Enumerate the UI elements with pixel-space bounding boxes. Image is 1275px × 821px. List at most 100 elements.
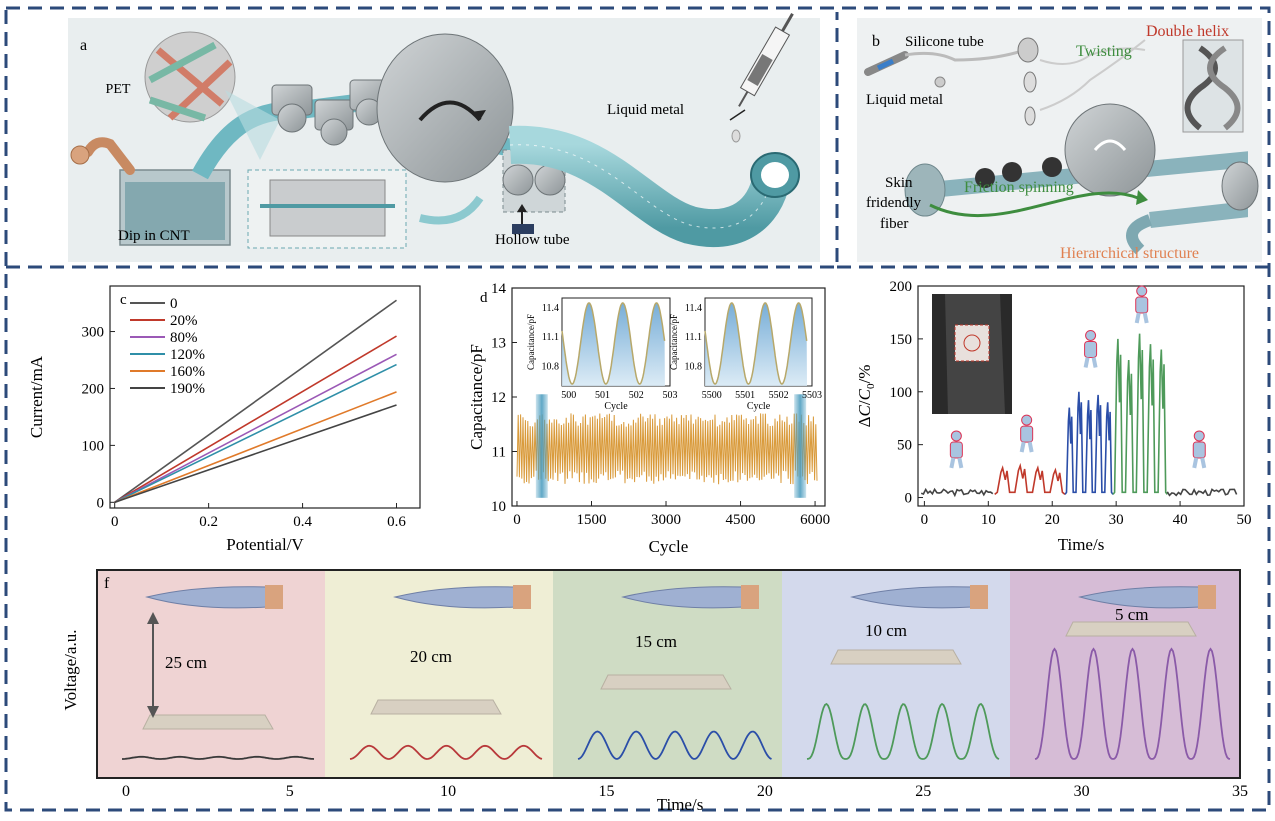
wrist bbox=[970, 585, 988, 609]
fabric-patch bbox=[600, 674, 732, 690]
y-tick-label: 11 bbox=[492, 445, 506, 461]
y-tick-label: 0 bbox=[905, 491, 913, 507]
label-pet: PET bbox=[106, 82, 131, 97]
label-liquid-metal-b: Liquid metal bbox=[866, 92, 943, 108]
person-motion-icon bbox=[1134, 285, 1149, 324]
legend-label: 190% bbox=[170, 381, 205, 397]
y-tick-label: 10 bbox=[491, 499, 506, 515]
x-tick-label: 3000 bbox=[651, 512, 681, 528]
x-tick-label: 15 bbox=[598, 783, 614, 800]
inset-arrow-icon bbox=[419, 195, 484, 225]
inset-x-tick-label: 5500 bbox=[702, 390, 722, 401]
wrist bbox=[741, 585, 759, 609]
x-axis-label: Potential/V bbox=[226, 535, 304, 554]
distance-label: 15 cm bbox=[635, 632, 677, 651]
label-liquid-metal-a: Liquid metal bbox=[607, 102, 684, 118]
distance-segment-3: 15 cm bbox=[553, 570, 782, 778]
panel-b-illustration: b Silicone tube Double helix Twisting Li… bbox=[857, 18, 1262, 262]
y-tick-label: 200 bbox=[890, 279, 913, 295]
panel-f-letter: f bbox=[104, 575, 110, 592]
label-dip-in-cnt: Dip in CNT bbox=[118, 228, 190, 244]
y-tick-label: 0 bbox=[97, 495, 105, 511]
x-tick-label: 20 bbox=[757, 783, 773, 800]
panel-d-letter: d bbox=[480, 290, 488, 306]
label-skin-2: fridendly bbox=[866, 195, 921, 211]
label-silicone-tube: Silicone tube bbox=[905, 34, 984, 50]
chart-c: c 0 0.2 0.4 0.6 0 100 200 300 Potential/V Current… bbox=[27, 285, 421, 554]
x-axis-label: Cycle bbox=[649, 537, 689, 556]
inset-chart-1: 500 501 502 503 10.8 11.1 11.4 Cycle Capacitance… bbox=[526, 297, 678, 412]
x-tick-label: 10 bbox=[981, 512, 996, 528]
label-skin-1: Skin bbox=[885, 175, 913, 191]
y-tick-label: 12 bbox=[491, 390, 506, 406]
series-line-2 bbox=[114, 353, 397, 504]
panel-c-letter: c bbox=[120, 292, 127, 308]
spinning-drum bbox=[376, 33, 514, 183]
x-tick-label: 6000 bbox=[800, 512, 830, 528]
distance-label: 10 cm bbox=[865, 621, 907, 640]
pet-roll bbox=[83, 137, 135, 175]
distance-label: 20 cm bbox=[410, 647, 452, 666]
person-motion-icon bbox=[949, 430, 964, 469]
inset-y-tick-label: 11.1 bbox=[685, 332, 702, 343]
outer-frame bbox=[4, 6, 1271, 812]
distance-label: 5 cm bbox=[1115, 605, 1149, 624]
chart-d: d 0 1500 3000 4500 6000 10 11 12 13 14 Cycle Capaci… bbox=[467, 281, 830, 556]
series-line-1 bbox=[114, 335, 397, 503]
label-friction-spinning: Friction spinning bbox=[964, 179, 1074, 196]
series-line-0 bbox=[114, 299, 397, 503]
legend-label: 80% bbox=[170, 330, 198, 346]
voltage-waveform bbox=[349, 744, 543, 760]
inset-y-tick-label: 11.4 bbox=[685, 303, 702, 314]
wrist bbox=[1198, 585, 1216, 609]
inset-x-label: Cycle bbox=[747, 401, 771, 412]
inset-x-tick-label: 502 bbox=[629, 390, 644, 401]
wrist bbox=[513, 585, 531, 609]
y-axis-label: ΔC/C0/% bbox=[855, 365, 877, 428]
x-tick-label: 4500 bbox=[726, 512, 756, 528]
label-skin-3: fiber bbox=[880, 216, 908, 232]
inset-x-tick-label: 503 bbox=[663, 390, 678, 401]
inset-y-tick-label: 10.8 bbox=[685, 361, 703, 372]
series-line-5 bbox=[114, 404, 397, 504]
x-tick-label: 10 bbox=[440, 783, 456, 800]
panel-a-frame bbox=[6, 12, 839, 269]
fabric-patch bbox=[370, 699, 502, 715]
y-tick-label: 100 bbox=[82, 438, 105, 454]
response-segment-0 bbox=[920, 487, 994, 498]
y-axis-label: Voltage/a.u. bbox=[61, 630, 80, 711]
inset-x-label: Cycle bbox=[604, 401, 628, 412]
person-motion-icon bbox=[1083, 329, 1098, 368]
x-tick-label: 0 bbox=[122, 783, 130, 800]
syringe-b-icon bbox=[864, 51, 909, 76]
capacitance-trace bbox=[516, 413, 818, 485]
distance-label: 25 cm bbox=[165, 653, 207, 672]
chart-f: 25 cm 20 cm 15 cm 10 cm 5 cm f 0 5 10 15 20 25 30 35 T… bbox=[61, 569, 1248, 814]
voltage-waveform bbox=[806, 702, 1000, 760]
distance-segment-4: 10 cm bbox=[782, 570, 1010, 778]
distance-segment-5: 5 cm bbox=[1010, 570, 1240, 778]
highlight-strip bbox=[535, 394, 548, 498]
series-line-3 bbox=[114, 363, 397, 504]
axes-frame bbox=[96, 569, 1241, 779]
inset-trace bbox=[704, 302, 808, 385]
inset-fill bbox=[562, 302, 665, 386]
response-segment-1 bbox=[994, 462, 1066, 496]
x-tick-label: 0 bbox=[513, 512, 521, 528]
response-segment-2 bbox=[1064, 391, 1114, 495]
inset-y-tick-label: 10.8 bbox=[542, 361, 560, 372]
inset-x-tick-label: 5502 bbox=[769, 390, 789, 401]
distance-segment-1: 25 cm bbox=[97, 570, 325, 778]
inset-x-tick-label: 5501 bbox=[735, 390, 755, 401]
inset-chart-2: 5500 5501 5502 5503 10.8 11.1 11.4 Cycle Capacit… bbox=[669, 297, 822, 412]
label-hollow-tube: Hollow tube bbox=[495, 232, 570, 248]
inset-x-tick-label: 5503 bbox=[802, 390, 822, 401]
legend-label: 160% bbox=[170, 364, 205, 380]
x-tick-label: 0 bbox=[921, 512, 929, 528]
inset-trace bbox=[561, 302, 666, 385]
fabric-patch bbox=[830, 649, 962, 665]
x-tick-label: 0.4 bbox=[293, 514, 312, 530]
x-tick-label: 40 bbox=[1173, 512, 1188, 528]
x-axis-label: Time/s bbox=[1058, 535, 1105, 554]
